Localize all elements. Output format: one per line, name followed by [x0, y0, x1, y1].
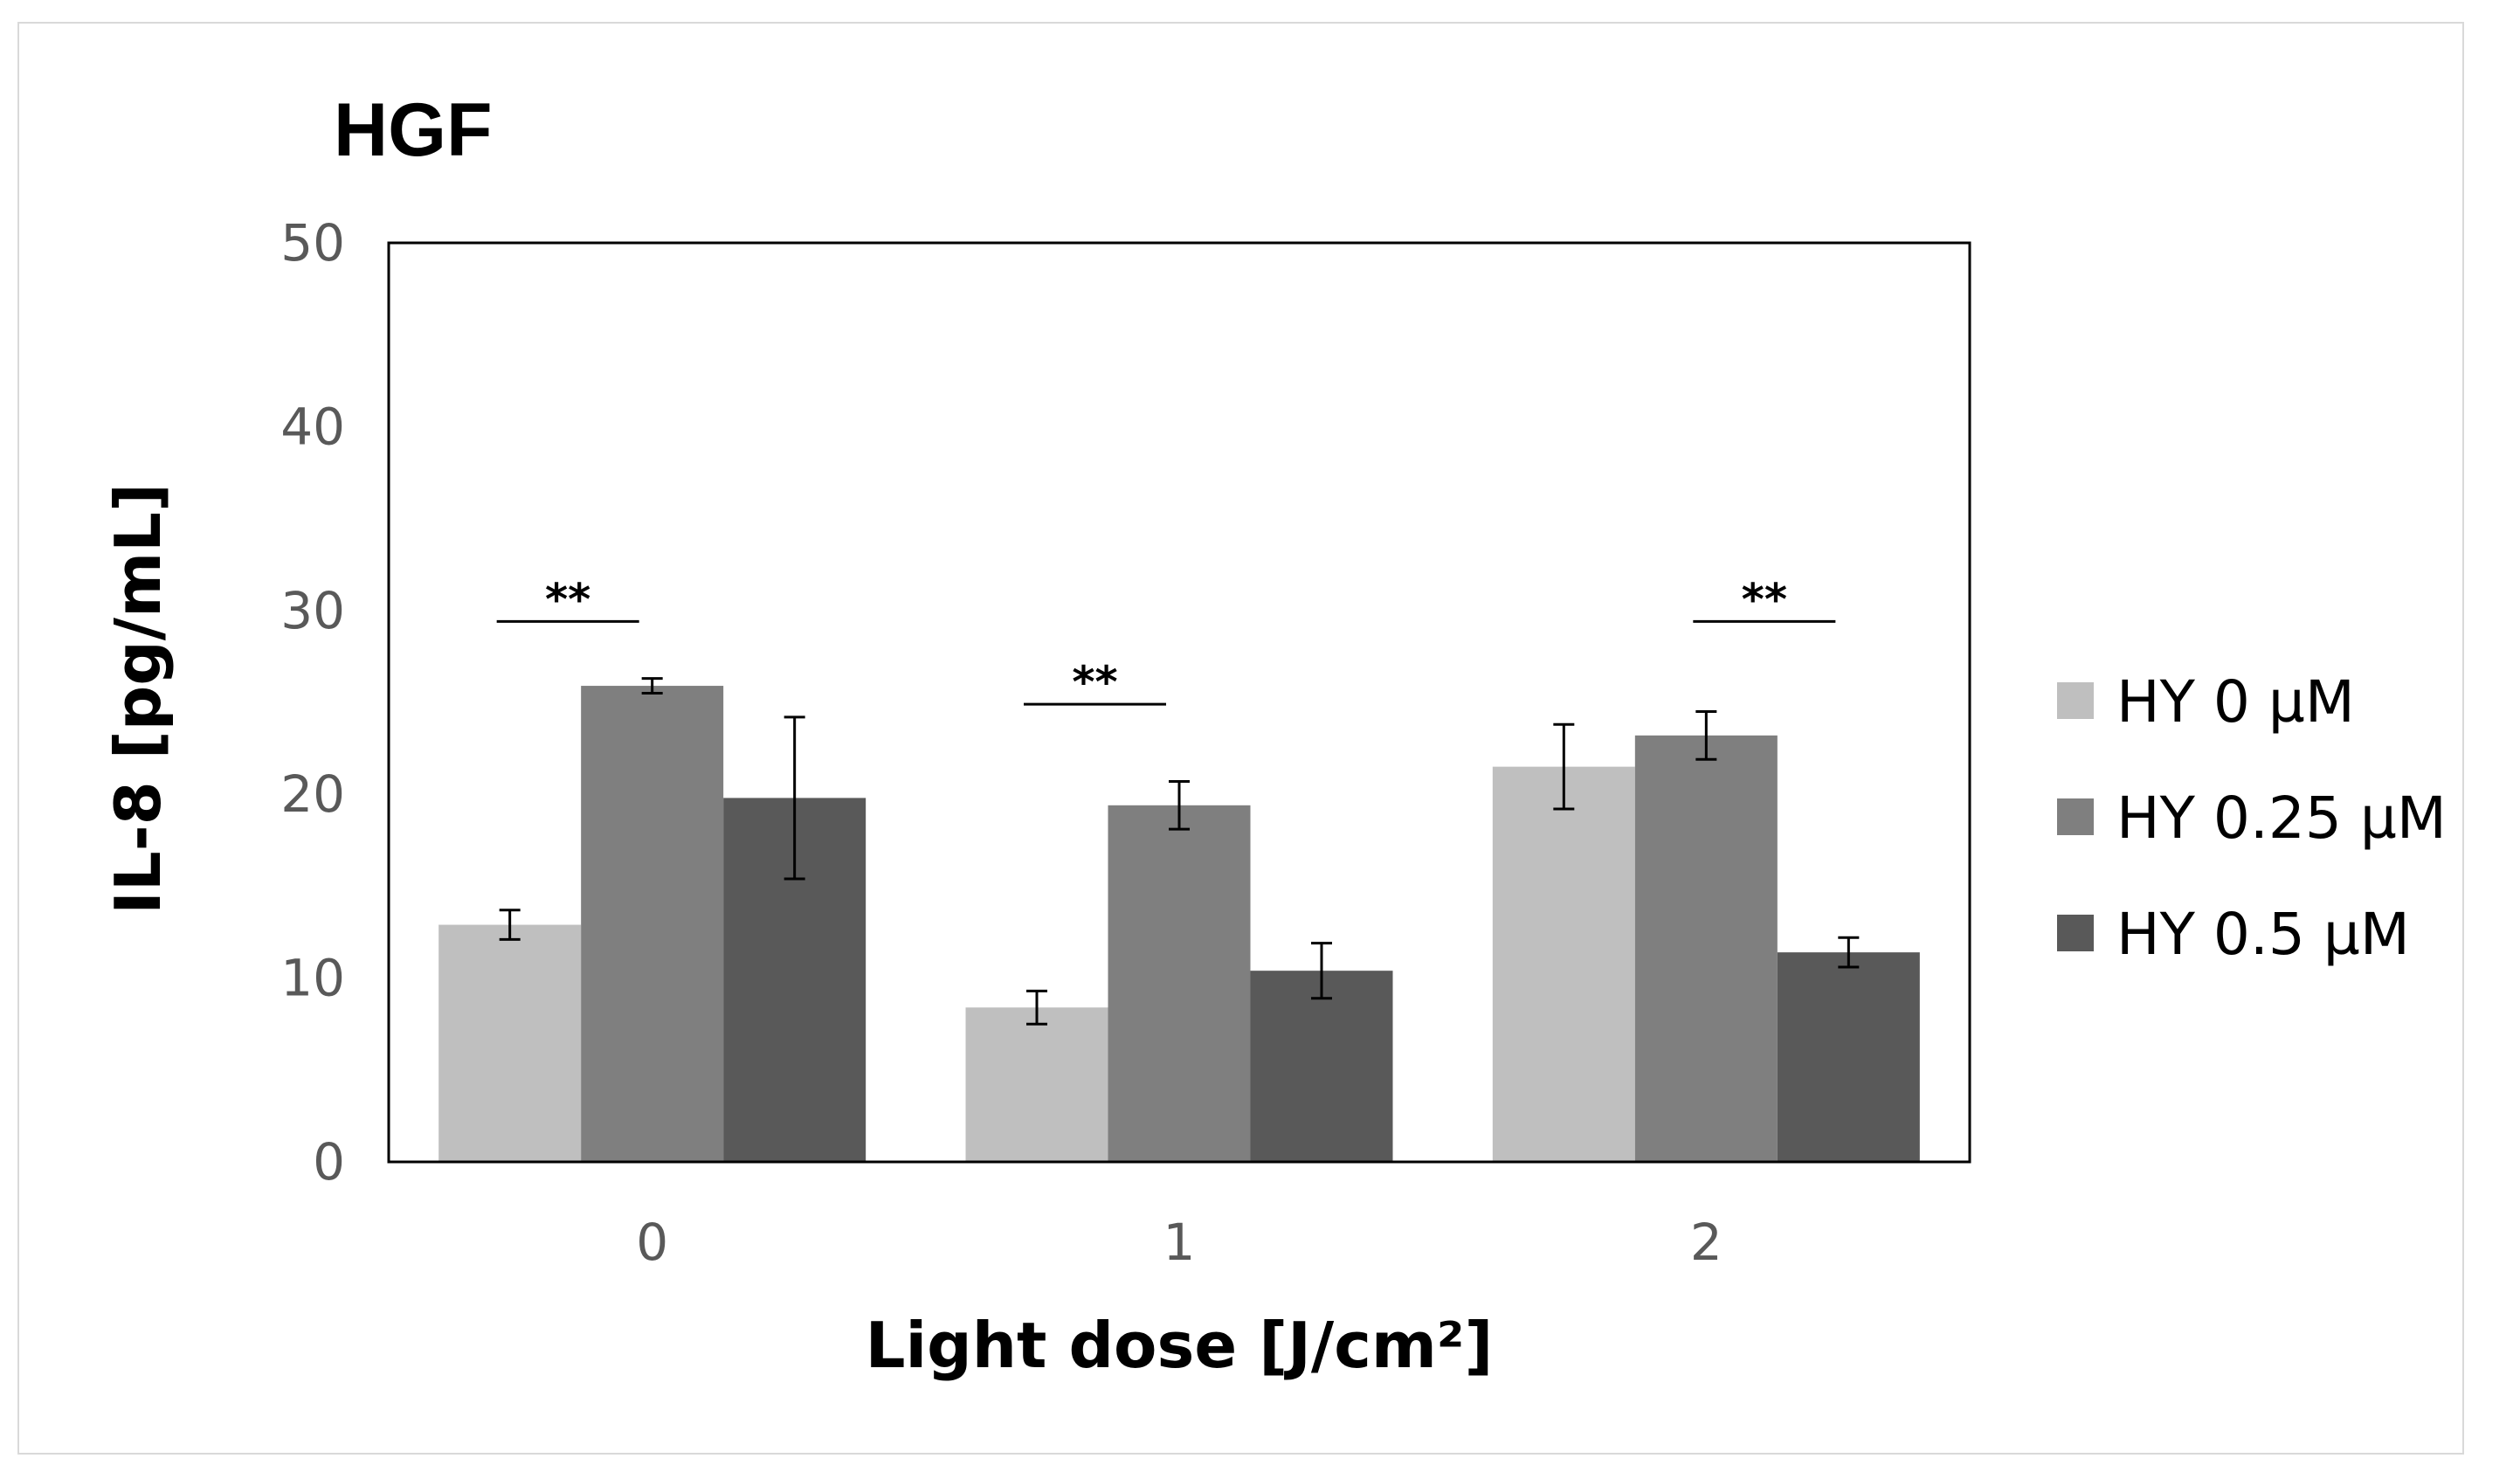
y-tick-label: 50 — [280, 213, 345, 273]
error-bars — [499, 677, 1860, 1026]
x-axis-title: Light dose [J/cm²] — [866, 1309, 1494, 1382]
significance-label: ** — [545, 574, 590, 625]
legend-label: HY 0.5 µM — [2116, 901, 2410, 968]
bar — [1492, 766, 1635, 1162]
bar — [1634, 735, 1778, 1162]
y-tick-label: 20 — [280, 764, 345, 824]
chart-frame — [17, 22, 2464, 1455]
chart-title: HGF — [334, 88, 493, 172]
legend-label: HY 0.25 µM — [2116, 784, 2447, 852]
legend-swatch — [2057, 682, 2094, 719]
bars — [438, 686, 1920, 1162]
significance-markers: ** ** ** — [496, 574, 1836, 708]
y-tick-label: 0 — [313, 1132, 345, 1192]
y-tick-label: 40 — [280, 397, 345, 456]
legend-swatch — [2057, 915, 2094, 951]
y-axis-ticks: 0 10 20 30 40 50 — [280, 213, 345, 1192]
significance-label: ** — [1072, 657, 1117, 708]
legend-swatch — [2057, 798, 2094, 835]
bar — [1108, 805, 1251, 1162]
legend-label: HY 0 µM — [2116, 668, 2355, 736]
bar — [438, 924, 582, 1162]
y-axis-title: IL-8 [pg/mL] — [101, 483, 175, 915]
x-axis-ticks: 0 1 2 — [636, 1213, 1723, 1272]
bar — [1250, 971, 1393, 1162]
bar — [1777, 952, 1920, 1162]
significance-label: ** — [1742, 574, 1787, 625]
y-tick-label: 30 — [280, 581, 345, 640]
bar — [581, 686, 724, 1162]
y-tick-label: 10 — [280, 949, 345, 1008]
x-tick-label: 2 — [1690, 1213, 1723, 1272]
plot-area-border — [387, 241, 1971, 1164]
legend: HY 0 µM HY 0.25 µM HY 0.5 µM — [2057, 668, 2447, 968]
x-tick-label: 1 — [1163, 1213, 1196, 1272]
x-tick-label: 0 — [636, 1213, 668, 1272]
bar — [965, 1007, 1108, 1162]
